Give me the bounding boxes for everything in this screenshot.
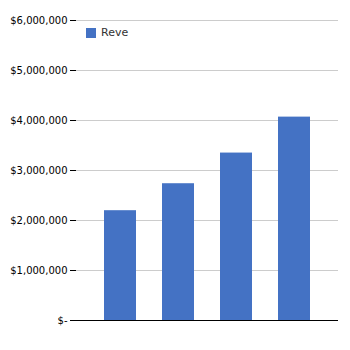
svg-text:$-: $- <box>58 315 68 326</box>
svg-text:$5,000,000: $5,000,000 <box>10 65 67 76</box>
html-text:Reve: Reve <box>101 26 129 39</box>
svg-text:$1,000,000: $1,000,000 <box>10 265 67 276</box>
svg-text:$3,000,000: $3,000,000 <box>10 165 67 176</box>
svg-text:$6,000,000: $6,000,000 <box>10 15 67 26</box>
svg-text:$2,000,000: $2,000,000 <box>10 215 67 226</box>
svg-text:$4,000,000: $4,000,000 <box>10 115 67 126</box>
